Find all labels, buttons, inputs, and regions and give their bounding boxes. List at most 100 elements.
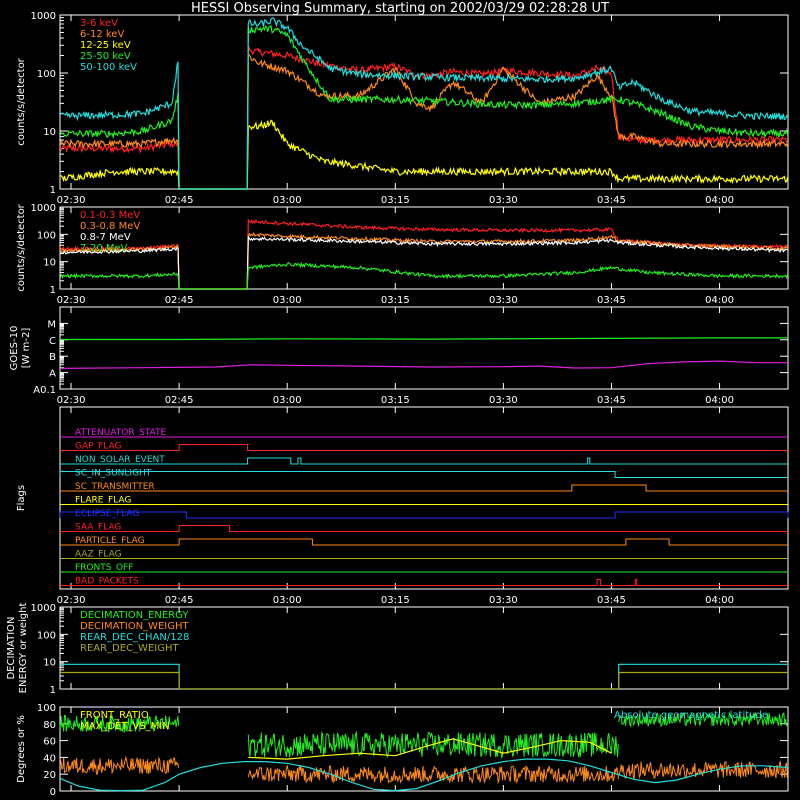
goes-ytick-label: C [49,336,56,347]
flag-label-fronts_off: FRONTS_OFF [75,563,133,573]
gamma_rates-series-7-20-mev [60,261,789,290]
ratio-ylabel: Degrees or % [16,715,27,783]
gamma_rates-xtick-label: 03:15 [381,295,410,306]
goes-xtick-label: 03:30 [489,395,518,406]
hxr_rates-xtick-label: 03:45 [597,195,626,206]
gamma_rates-ylabel: counts/s/detector [16,203,27,291]
goes-series-goes-long [60,337,788,341]
flag-label-particle_flag: PARTICLE_FLAG [75,536,145,546]
gamma_rates-xtick-label: 03:30 [489,295,518,306]
ratio-ytick-label: 80 [43,720,56,731]
ratio-frame [59,706,789,792]
flag-line-saa_flag [60,525,788,532]
hxr_rates-xtick-label: 04:00 [705,195,734,206]
hxr_rates-legend-2: 12-25 keV [80,40,131,51]
ratio-ytick-label: 20 [43,770,56,781]
flag-line-bad_packets [60,579,788,586]
flags-xtick-label: 02:30 [57,595,86,606]
decimation-series-rear-dec-chan-128 [60,663,788,690]
flag-label-bad_packets: BAD_PACKETS [75,577,139,587]
flags-xtick-label: 03:00 [273,595,302,606]
hxr_rates-xtick-label: 03:00 [273,195,302,206]
flags-xtick-label: 03:15 [381,595,410,606]
goes-ylabel-units: [W m-2] [21,328,32,369]
gamma_rates-xtick-label: 02:45 [165,295,194,306]
gamma_rates-ytick-label: 1 [50,285,56,296]
hxr_rates-xtick-label: 03:15 [381,195,410,206]
gamma_rates-legend-3: 7-20 MeV [80,243,128,254]
hxr_rates-legend-4: 50-100 keV [80,62,137,73]
flags-frame [59,406,789,590]
flag-line-gap_flag [60,444,788,451]
hxr_rates-series-12-25-kev [59,119,789,190]
hxr_rates-ytick-label: 100 [37,69,56,80]
flags-xtick-label: 04:00 [705,595,734,606]
ratio-noise-0 [59,711,788,759]
decimation-legend-3: REAR_DEC_WEIGHT [80,643,179,654]
flag-line-eclipse_flag [59,511,789,519]
goes-ylabel: GOES-10 [9,326,20,371]
hxr_rates-xtick-label: 02:45 [165,195,194,206]
flag-label-saa_flag: SAA_FLAG [75,523,121,533]
flag-label-gap_flag: GAP_FLAG [75,442,121,452]
goes-ytick-label: A0.1 [33,385,56,396]
gamma_rates-ytick-label: 1000 [31,203,56,214]
flags-xtick-label: 03:30 [489,595,518,606]
gamma_rates-frame [59,206,789,290]
hxr_rates-ytick-label: 1 [50,185,56,196]
hxr_rates-ylabel: counts/s/detector [16,57,27,145]
flag-label-aaz_flag: AAZ_FLAG [75,550,122,560]
flag-line-particle_flag [60,538,788,546]
hxr_rates-legend-3: 25-50 keV [80,51,131,62]
ratio-series-max-det-vs-min [248,738,612,760]
goes-xtick-label: 03:15 [381,395,410,406]
ratio-ytick-label: 60 [43,737,56,748]
decimation-ytick-label: 1000 [31,603,56,614]
gamma_rates-ytick-label: 100 [37,230,56,241]
flag-label-attenuator_state: ATTENUATOR_STATE [75,428,167,438]
hxr_rates-frame [59,14,789,190]
ratio-legend-1: MAX_DET_VS_MIN [80,721,170,732]
decimation-ylabel: DECIMATION [6,616,17,679]
gamma_rates-series-0-8-7-mev [60,235,788,290]
ratio-legend-0: FRONT_RATIO [80,710,149,721]
gamma_rates-legend-2: 0.8-7 MeV [80,232,131,243]
gamma_rates-xtick-label: 03:00 [273,295,302,306]
hxr_rates-xtick-label: 03:30 [489,195,518,206]
gamma_rates-legend-0: 0.1-0.3 MeV [80,210,140,221]
decimation-ytick-label: 1 [50,685,56,696]
flag-label-sc_in_sunlight: SC_IN_SUNLIGHT [75,469,152,479]
ratio-ytick-label: 40 [43,753,56,764]
hxr_rates-legend-0: 3-6 keV [80,18,118,29]
ratio-ytick-label: 0 [50,787,56,798]
hxr_rates-series-50-100-kev [59,17,789,190]
decimation-ytick-label: 10 [43,658,56,669]
goes-xtick-label: 03:45 [597,395,626,406]
flag-label-sc_transmitter: SC_TRANSMITTER [75,482,155,492]
flag-line-sc_in_sunlight [59,471,788,478]
flags-xtick-label: 02:45 [165,595,194,606]
decimation-legend-1: DECIMATION_WEIGHT [80,621,189,632]
decimation-legend-0: DECIMATION_ENERGY [80,610,189,621]
decimation-ylabel-2: ENERGY or weight [18,603,29,694]
chart-title: HESSI Observing Summary, starting on 200… [191,1,609,16]
hxr_rates-ytick-label: 1000 [31,11,56,22]
flags-xtick-label: 03:45 [597,595,626,606]
goes-xtick-label: 02:45 [165,395,194,406]
goes-ytick-label: A [49,369,56,380]
gamma_rates-legend-1: 0.3-0.8 MeV [80,221,140,232]
hxr_rates-legend-1: 6-12 keV [80,29,124,40]
goes-xtick-label: 02:30 [57,395,86,406]
goes-xtick-label: 03:00 [273,395,302,406]
ratio-noise-1 [59,755,788,785]
goes-xtick-label: 04:00 [705,395,734,406]
flag-label-flare_flag: FLARE_FLAG [75,496,131,506]
flag-label-eclipse_flag: ECLIPSE_FLAG [75,509,139,519]
gamma_rates-series-0-3-0-8-mev [59,231,789,290]
gamma_rates-ytick-label: 10 [43,258,56,269]
ratio-legend-right: Absolute geomagnetic latitude [614,710,768,721]
flag-line-non_solar_event [60,457,788,465]
flag-label-non_solar_event: NON_SOLAR_EVENT [75,455,165,465]
ratio-series-absolute-geomagnetic-latitude [59,758,789,792]
